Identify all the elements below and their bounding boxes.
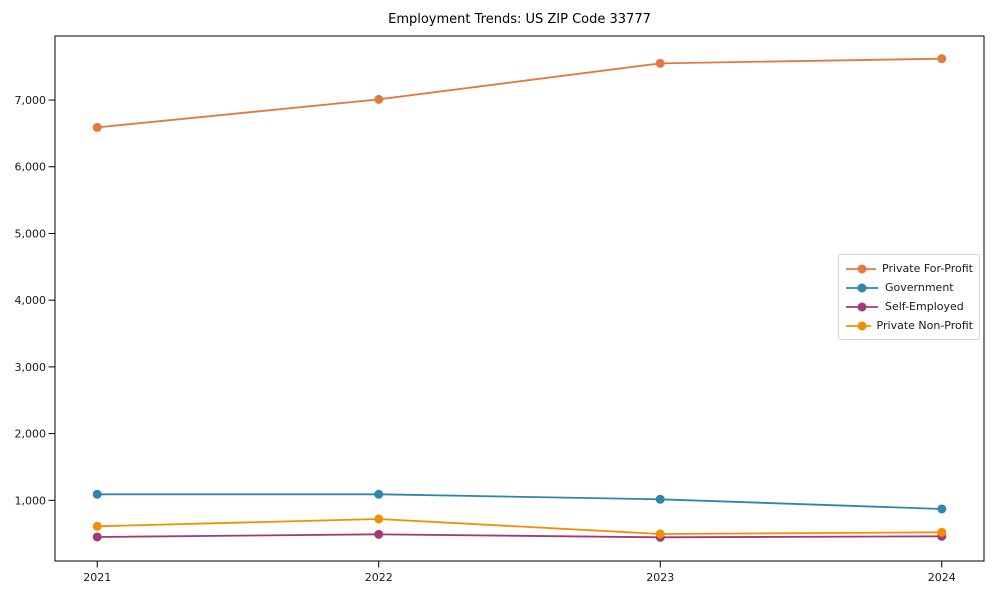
data-point-marker bbox=[92, 532, 102, 542]
y-tick-label: 7,000 bbox=[15, 94, 47, 107]
legend-item: Self-Employed bbox=[845, 299, 973, 315]
x-tick-label: 2024 bbox=[928, 571, 956, 584]
data-point-marker bbox=[655, 529, 665, 539]
x-tick-label: 2022 bbox=[365, 571, 393, 584]
data-point-marker bbox=[92, 489, 102, 499]
y-tick-label: 2,000 bbox=[15, 428, 47, 441]
y-tick-label: 3,000 bbox=[15, 361, 47, 374]
legend-label: Government bbox=[885, 281, 954, 294]
data-point-marker bbox=[937, 527, 947, 537]
legend-label: Self-Employed bbox=[885, 300, 964, 313]
legend-label: Private Non-Profit bbox=[876, 319, 973, 332]
data-point-marker bbox=[92, 521, 102, 531]
y-tick-label: 5,000 bbox=[15, 227, 47, 240]
legend-item: Private Non-Profit bbox=[845, 318, 973, 334]
data-point-marker bbox=[374, 514, 384, 524]
chart-title: Employment Trends: US ZIP Code 33777 bbox=[388, 12, 651, 27]
x-tick-label: 2023 bbox=[646, 571, 674, 584]
data-point-marker bbox=[937, 54, 947, 64]
y-tick-label: 6,000 bbox=[15, 161, 47, 174]
x-tick-label: 2021 bbox=[83, 571, 111, 584]
legend-marker-icon bbox=[846, 264, 876, 273]
data-point-marker bbox=[374, 489, 384, 499]
legend-label: Private For-Profit bbox=[882, 262, 973, 275]
series-line bbox=[96, 518, 943, 535]
data-point-marker bbox=[374, 94, 384, 104]
legend-marker-icon bbox=[846, 302, 878, 311]
legend-item: Government bbox=[845, 280, 973, 296]
data-point-marker bbox=[655, 494, 665, 504]
legend: Private For-Profit Government Self-Employe… bbox=[838, 254, 980, 340]
y-tick-label: 1,000 bbox=[15, 494, 47, 507]
y-tick-label: 4,000 bbox=[15, 294, 47, 307]
legend-marker-icon bbox=[846, 321, 871, 330]
data-point-marker bbox=[655, 58, 665, 68]
axes-frame bbox=[54, 35, 985, 562]
series-line bbox=[96, 57, 943, 129]
legend-item: Private For-Profit bbox=[845, 261, 973, 277]
series-line bbox=[96, 533, 943, 539]
data-point-marker bbox=[937, 504, 947, 514]
data-point-marker bbox=[92, 122, 102, 132]
series-line bbox=[96, 493, 943, 510]
legend-marker-icon bbox=[846, 283, 878, 292]
data-point-marker bbox=[374, 529, 384, 539]
